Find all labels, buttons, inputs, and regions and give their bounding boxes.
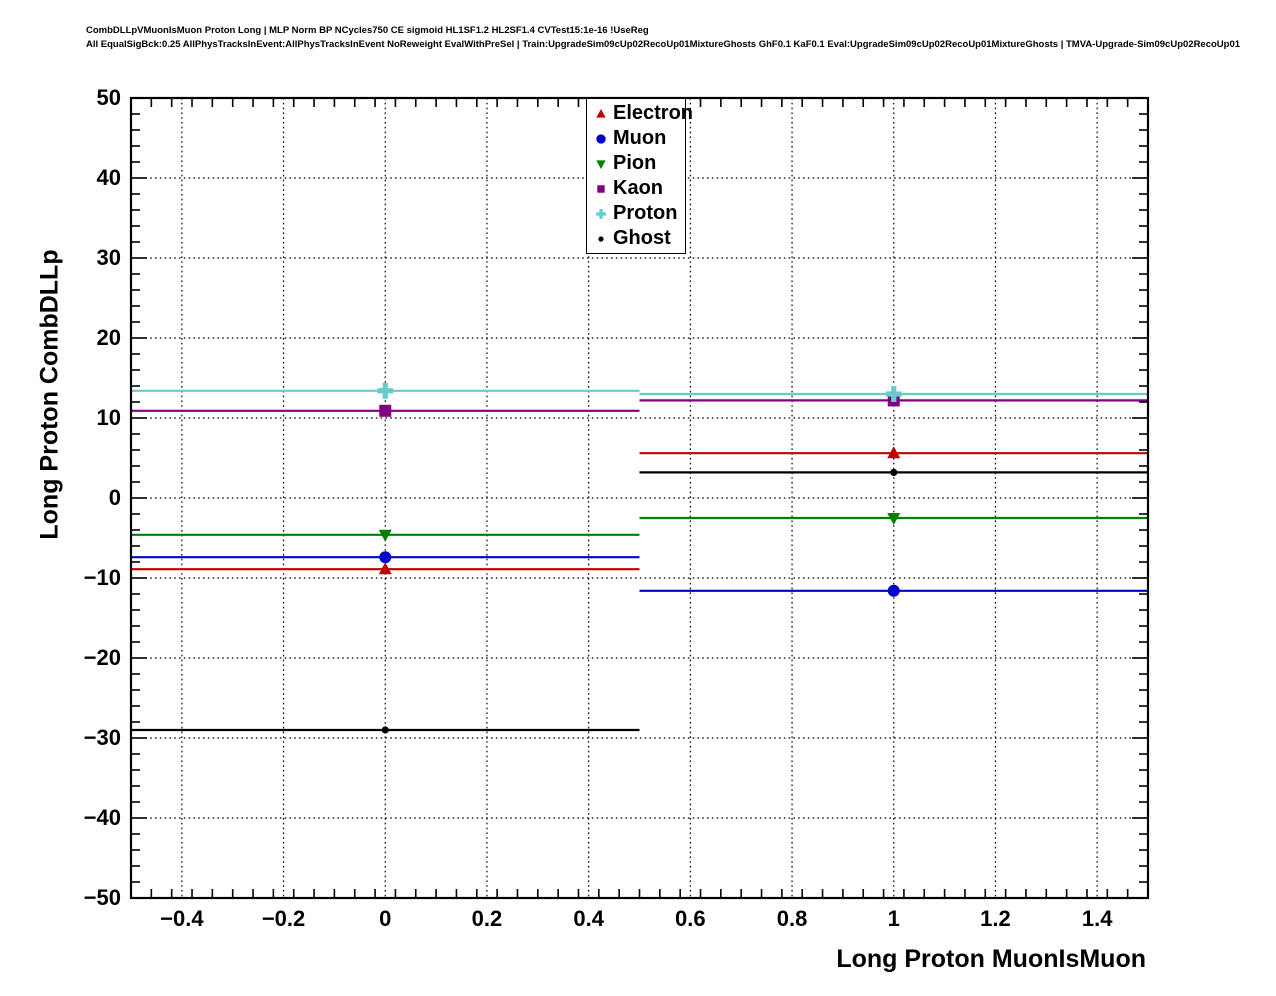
data-point-marker-dot [890, 468, 898, 476]
x-axis-title: Long Proton MuonIsMuon [836, 945, 1146, 973]
data-point-marker-dot [381, 726, 389, 734]
data-point-marker-triangle-down [887, 513, 901, 525]
circle-icon [591, 129, 611, 149]
x-tick-label: 1.2 [980, 906, 1011, 931]
legend-entry-pion[interactable]: Pion [591, 151, 679, 176]
triangle-down-icon [591, 154, 611, 174]
series-electron [131, 446, 1148, 575]
data-point-marker-cross [377, 382, 394, 399]
square-icon [591, 179, 611, 199]
y-tick-label: 30 [96, 245, 121, 270]
legend-entry-electron[interactable]: Electron [591, 101, 693, 126]
y-tick-label: 50 [96, 85, 121, 110]
dot-icon [591, 229, 611, 249]
plot-header: CombDLLpVMuonIsMuon Proton Long | MLP No… [86, 24, 1241, 52]
y-tick-label: −40 [83, 805, 121, 830]
y-tick-label: 0 [108, 485, 121, 510]
data-point-marker-cross [885, 386, 902, 402]
triangle-up-icon [591, 104, 611, 124]
series-ghost [131, 468, 1148, 734]
y-axis-title-container: Long Proton CombDLLp [0, 0, 64, 996]
x-tick-label: 0.8 [776, 906, 808, 931]
cross-icon [591, 204, 611, 224]
x-tick-label: 1 [887, 906, 900, 931]
data-point-marker-triangle-up [378, 562, 392, 575]
data-point-marker-triangle-up [596, 108, 606, 118]
legend-label: Electron [613, 102, 694, 124]
x-tick-label: 0.4 [573, 906, 604, 931]
legend-entry-muon[interactable]: Muon [591, 126, 679, 151]
y-tick-label: 20 [96, 325, 121, 350]
legend-entry-ghost[interactable]: Ghost [591, 226, 679, 251]
data-point-marker-circle [379, 551, 392, 564]
y-tick-label: −30 [83, 725, 121, 750]
data-point-marker-triangle-down [596, 159, 606, 169]
x-tick-label: −0.4 [160, 906, 204, 931]
header-line-2: All EqualSigBck:0.25 AllPhysTracksInEven… [86, 39, 1241, 50]
x-tick-label: 0.2 [471, 906, 503, 931]
x-tick-label: −0.2 [261, 906, 306, 931]
grid-lines [131, 98, 1148, 898]
data-point-marker-triangle-up [887, 446, 901, 459]
y-axis-title: Long Proton CombDLLp [35, 249, 64, 540]
legend-entry-proton[interactable]: Proton [591, 201, 679, 226]
y-tick-label: −50 [83, 885, 121, 910]
data-point-marker-square [597, 184, 605, 193]
series-muon [131, 551, 1148, 597]
data-point-marker-circle [596, 133, 606, 144]
legend-entry-kaon[interactable]: Kaon [591, 176, 679, 201]
data-point-marker-square [379, 404, 392, 417]
series-proton [131, 382, 1148, 402]
legend-label: Proton [613, 202, 678, 224]
x-tick-label: 0.6 [675, 906, 706, 931]
data-series [131, 382, 1148, 734]
x-tick-label: 0 [379, 906, 392, 931]
data-point-marker-circle [887, 584, 900, 597]
y-tick-label: −10 [83, 565, 121, 590]
data-point-marker-cross [596, 208, 606, 219]
x-tick-label: 1.4 [1081, 906, 1113, 931]
y-axis-tick-labels: −50 −40 −30 −20 −10 0 10 20 30 40 50 [55, 0, 121, 996]
legend-label: Muon [613, 127, 667, 149]
legend-label: Ghost [613, 227, 671, 249]
legend: Electron Muon Pion Kaon Proton Ghost [586, 98, 693, 254]
series-pion [131, 513, 1148, 542]
y-tick-label: 40 [96, 165, 121, 190]
legend-label: Kaon [613, 177, 663, 199]
header-line-1: CombDLLpVMuonIsMuon Proton Long | MLP No… [86, 25, 649, 36]
data-point-marker-triangle-down [378, 529, 392, 542]
y-tick-label: 10 [96, 405, 121, 430]
y-tick-label: −20 [83, 645, 121, 670]
x-axis-tick-labels: −0.4 −0.2 0 0.2 0.4 0.6 0.8 1 1.2 1.4 [0, 906, 1276, 946]
data-point-marker-dot [598, 235, 604, 242]
legend-label: Pion [613, 152, 657, 174]
